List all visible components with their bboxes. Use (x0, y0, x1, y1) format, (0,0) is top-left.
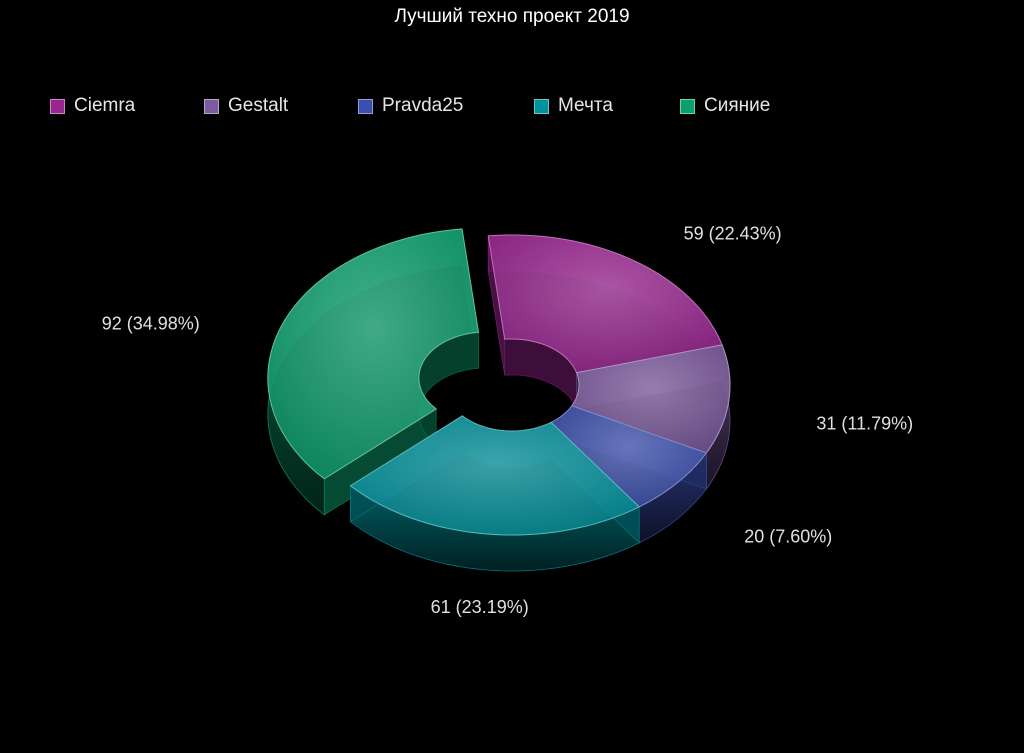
slice-top-siyanie (267, 228, 480, 480)
data-label-ciemra: 59 (22.43%) (684, 223, 782, 243)
slice-mechta[interactable] (349, 415, 641, 572)
legend: Ciemra Gestalt Pravda25 Мечта Сияние (50, 94, 950, 118)
legend-item-gestalt[interactable]: Gestalt (204, 94, 288, 118)
legend-swatch-gestalt (204, 98, 219, 114)
slice-top-pravda25 (550, 405, 708, 508)
slices-layer (267, 228, 731, 572)
legend-swatch-siyanie (680, 98, 695, 114)
data-labels-layer: 59 (22.43%) 31 (11.79%) 20 (7.60%) 61 (23.1… (102, 223, 913, 617)
legend-label-ciemra: Ciemra (74, 95, 136, 116)
legend-item-siyanie[interactable]: Сияние (680, 94, 770, 118)
legend-item-pravda25[interactable]: Pravda25 (358, 94, 463, 118)
slice-top-gestalt (570, 344, 731, 454)
legend-swatch-pravda25 (358, 98, 373, 114)
data-label-mechta: 61 (23.19%) (431, 597, 529, 617)
legend-item-mechta[interactable]: Мечта (534, 94, 613, 118)
slice-top-mechta (349, 415, 641, 536)
data-label-siyanie: 92 (34.98%) (102, 313, 200, 333)
legend-label-mechta: Мечта (558, 95, 613, 116)
legend-swatch-ciemra (50, 98, 65, 114)
legend-label-pravda25: Pravda25 (382, 95, 464, 116)
slice-top-ciemra (487, 234, 723, 374)
chart-title: Лучший техно проект 2019 (394, 6, 630, 27)
legend-label-siyanie: Сияние (704, 95, 771, 116)
data-label-gestalt: 31 (11.79%) (816, 413, 913, 433)
legend-item-ciemra[interactable]: Ciemra (50, 94, 135, 118)
legend-swatch-mechta (534, 98, 549, 114)
data-label-pravda25: 20 (7.60%) (744, 527, 832, 547)
legend-label-gestalt: Gestalt (228, 95, 289, 116)
